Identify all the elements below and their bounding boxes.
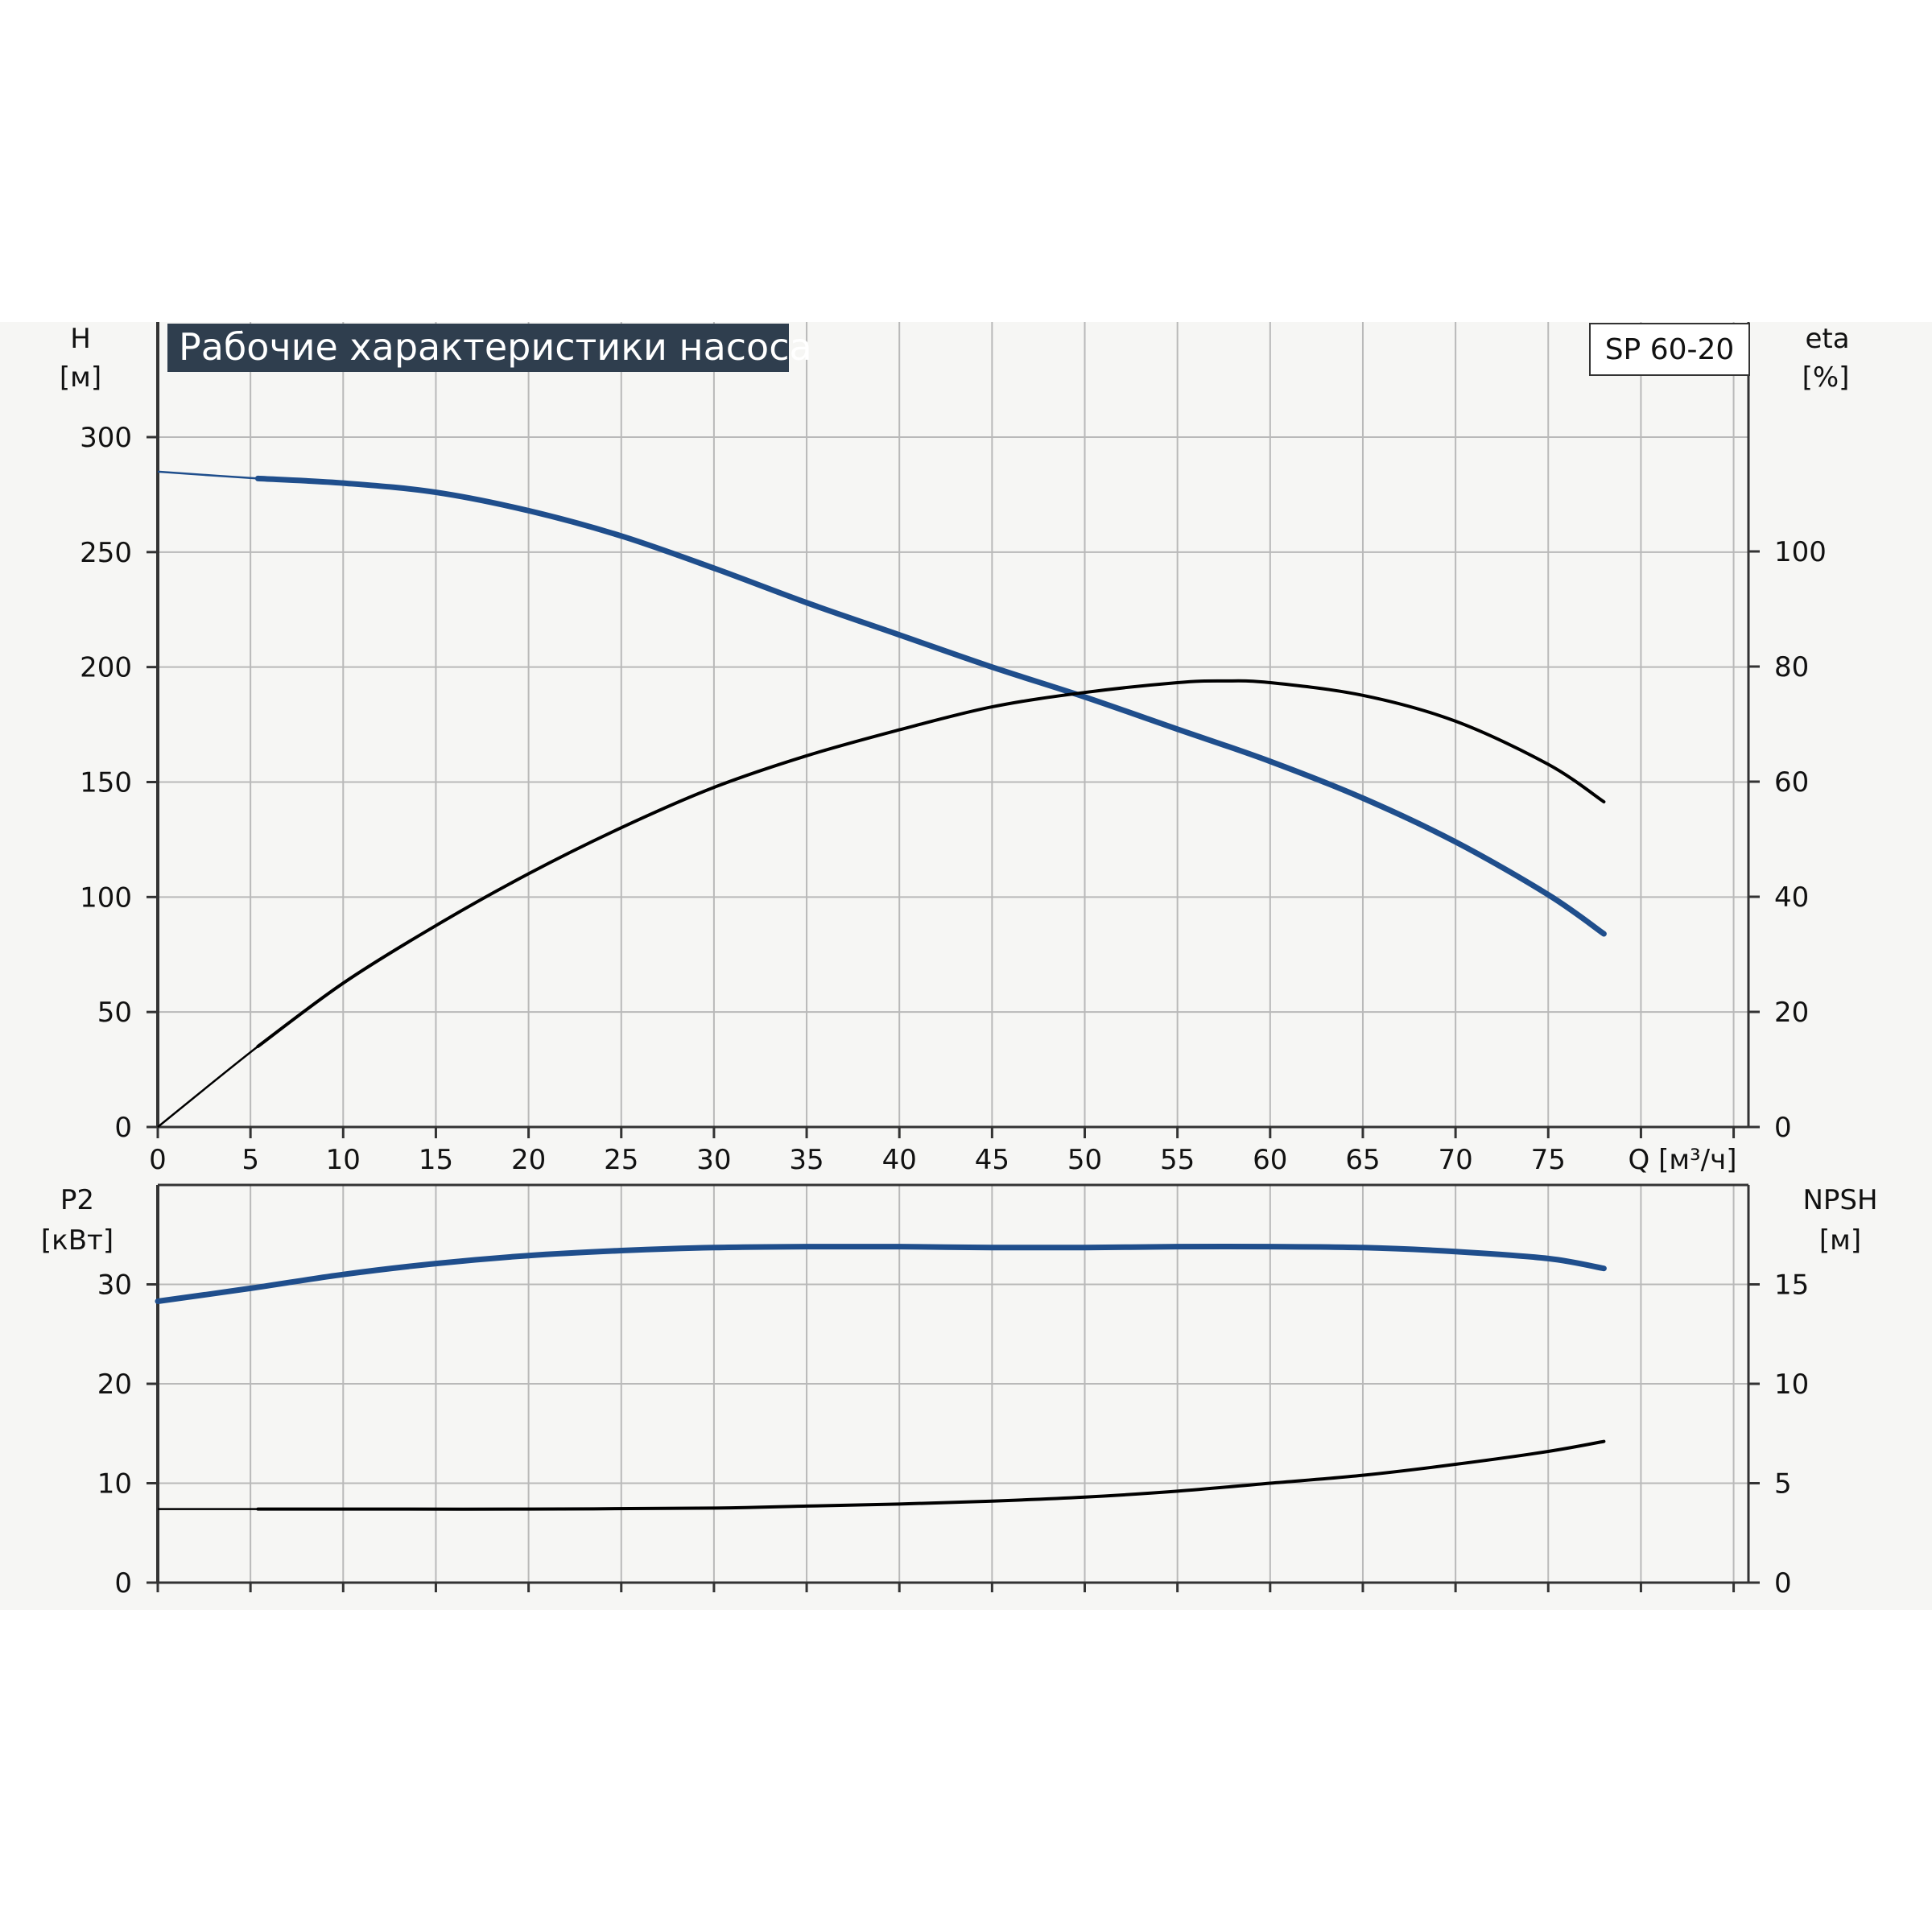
power-curve (155, 1243, 1607, 1304)
tick-labels: 0 5 10 15 20 25 30 35 40 45 50 55 60 65 70 750501001502… (80, 422, 1827, 1600)
x-tick-label: 30 (696, 1144, 731, 1176)
npsh-curve (256, 1439, 1606, 1511)
eta-axis-unit: [%] (1802, 361, 1850, 394)
p2-tick-label: 30 (97, 1269, 132, 1302)
h-tick-label: 300 (80, 422, 132, 454)
npsh-tick-label: 10 (1774, 1368, 1809, 1401)
eta-tick-label: 40 (1774, 881, 1809, 914)
p2-axis-label: P2 (60, 1184, 94, 1216)
h-tick-label: 150 (80, 767, 132, 799)
eta-tick-label: 20 (1774, 997, 1809, 1029)
x-tick-label: 45 (975, 1144, 1009, 1176)
curves (155, 470, 1607, 1511)
top-panel-grid (158, 322, 1748, 1127)
x-tick-label: 70 (1438, 1144, 1472, 1176)
x-tick-label: 60 (1253, 1144, 1287, 1176)
h-tick-label: 200 (80, 652, 132, 684)
x-tick-label: 20 (511, 1144, 546, 1176)
npsh-axis-unit: [м] (1819, 1224, 1861, 1257)
x-tick-label: 0 (149, 1144, 167, 1176)
x-tick-label: 40 (882, 1144, 917, 1176)
p2-axis-unit: [кВт] (41, 1224, 114, 1257)
title-box (167, 324, 789, 372)
npsh-tick-label: 5 (1774, 1468, 1792, 1501)
x-tick-label: 75 (1531, 1144, 1566, 1176)
x-tick-label: 50 (1067, 1144, 1102, 1176)
p2-tick-label: 10 (97, 1468, 132, 1501)
x-tick-label: 5 (242, 1144, 259, 1176)
eta-tick-label: 100 (1774, 536, 1827, 568)
q-axis-label: Q [м³/ч] (1629, 1144, 1737, 1176)
npsh-tick-label: 15 (1774, 1269, 1809, 1302)
head-curve (254, 475, 1607, 937)
eta-tick-label: 60 (1774, 766, 1809, 799)
x-tick-label: 25 (604, 1144, 638, 1176)
x-tick-label: 55 (1160, 1144, 1195, 1176)
p2-tick-label: 20 (97, 1368, 132, 1401)
eta-tick-label: 0 (1774, 1112, 1792, 1144)
model-label-box (1589, 323, 1750, 376)
x-tick-label: 15 (419, 1144, 453, 1176)
efficiency-curve (256, 679, 1606, 1048)
x-tick-label: 35 (789, 1144, 824, 1176)
model-label: SP 60-20 (1605, 333, 1735, 366)
eta-tick-label: 80 (1774, 651, 1809, 683)
h-axis-unit: [м] (60, 361, 101, 394)
x-tick-label: 10 (326, 1144, 361, 1176)
h-tick-label: 50 (97, 997, 132, 1029)
chart-title: Рабочие характеристики насоса (179, 325, 812, 369)
npsh-axis-label: NPSH (1802, 1184, 1877, 1216)
chart-background (0, 322, 1932, 1610)
x-tick-label: 65 (1345, 1144, 1380, 1176)
h-axis-label: H (70, 323, 91, 355)
bottom-panel-grid (158, 1183, 1748, 1583)
eta-axis-label: eta (1805, 323, 1849, 355)
h-tick-label: 250 (80, 537, 132, 569)
p2-tick-label: 0 (114, 1567, 132, 1600)
h-tick-label: 100 (80, 881, 132, 914)
npsh-tick-label: 0 (1774, 1567, 1792, 1600)
h-tick-label: 0 (114, 1112, 132, 1144)
axes (147, 322, 1760, 1592)
